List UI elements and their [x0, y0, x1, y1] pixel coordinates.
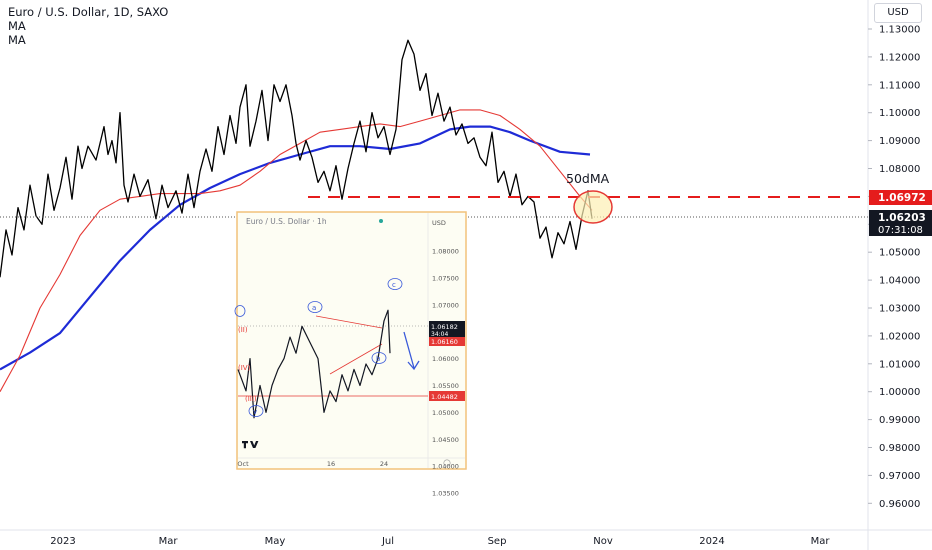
wave-circle-b — [371, 352, 387, 364]
level-price-tag: 1.06972 — [878, 192, 926, 204]
time-tick-label: May — [265, 536, 286, 547]
wave-label-b: b — [376, 355, 381, 363]
main-series-group — [0, 39, 593, 392]
wave-label-ii: (II) — [238, 326, 248, 334]
inset-triangle-upper — [315, 315, 383, 329]
price-line — [0, 39, 593, 278]
wave-label-iv: (IV) — [238, 364, 251, 372]
time-tick-label: Sep — [488, 536, 507, 547]
inset-label-low: 1.04482 — [431, 393, 458, 401]
inset-price-series — [237, 309, 391, 419]
price-axis[interactable]: 1.13000 1.12000 1.11000 1.10000 1.09000 1.080… — [868, 25, 920, 510]
wave-circle-v — [248, 405, 264, 417]
inset-label-current-bg — [429, 321, 465, 338]
price-tick-label: 0.98000 — [879, 443, 920, 454]
time-tick-label: 2023 — [50, 536, 75, 547]
inset-price-line — [237, 309, 391, 419]
price-tick-label: 1.11000 — [879, 80, 920, 91]
inset-x-axis: Oct 16 24 — [237, 460, 388, 468]
ma-annotation: 50dMA — [566, 171, 610, 186]
price-tick-label: 1.05000 — [879, 248, 920, 259]
chart-legend: Euro / U.S. Dollar, 1D, SAXO MA MA — [8, 5, 168, 47]
inset-label-current: 1.06182 — [431, 323, 458, 331]
tradingview-logo-icon — [242, 441, 259, 449]
wave-label-iii: (III) — [245, 395, 257, 403]
inset-price-tick-label: 1.05500 — [432, 382, 459, 390]
wave-label-v: v — [253, 408, 257, 416]
inset-price-tick-label: 1.04500 — [432, 436, 459, 444]
time-tick-label: Mar — [811, 536, 831, 547]
price-tick-label: 1.13000 — [879, 25, 920, 36]
last-price-tag: 1.06203 — [878, 212, 926, 224]
inset-settings-icon[interactable] — [443, 459, 451, 467]
inset-price-tick-label: 1.05000 — [432, 409, 459, 417]
wave-label-a: a — [312, 304, 316, 312]
inset-price-tick-label: 1.06000 — [432, 355, 459, 363]
inset-label-countdown: 34:04 — [431, 331, 448, 338]
price-tick-label: 1.10000 — [879, 108, 920, 119]
price-tick-label: 1.03000 — [879, 304, 920, 315]
inset-label-red-bg — [429, 337, 465, 346]
inset-price-tick-label: 1.07500 — [432, 274, 459, 282]
bar-countdown: 07:31:08 — [878, 225, 923, 236]
price-tick-label: 1.09000 — [879, 136, 920, 147]
inset-wave-labels: a b c (II) (IV) (III) v — [234, 278, 403, 417]
inset-price-labels: 1.06182 34:04 1.06160 1.04482 — [429, 321, 465, 401]
inset-forecast-arrow — [403, 331, 420, 371]
price-tick-label: 1.00000 — [879, 387, 920, 398]
price-tick-label: 0.99000 — [879, 415, 920, 426]
inset-time-tick-label: 16 — [327, 460, 335, 468]
price-tick-label: 1.08000 — [879, 164, 920, 175]
wave-circle-c — [387, 278, 403, 290]
inset-price-tick-label: 1.07000 — [432, 301, 459, 309]
inset-price-tick-label: 1.03500 — [432, 490, 459, 498]
inset-status-dot-icon — [379, 219, 383, 223]
time-tick-label: Mar — [159, 536, 179, 547]
inset-chart: Euro / U.S. Dollar · 1h USD 1.08000 1.075… — [234, 211, 467, 498]
inset-title: Euro / U.S. Dollar · 1h — [246, 217, 327, 226]
wave-label-c: c — [392, 281, 396, 289]
inset-label-red: 1.06160 — [431, 338, 458, 346]
inset-time-tick-label: Oct — [237, 460, 249, 468]
symbol-title[interactable]: Euro / U.S. Dollar, 1D, SAXO — [8, 5, 169, 19]
time-tick-label: Nov — [593, 536, 613, 547]
inset-price-tick-label: 1.08000 — [432, 248, 459, 256]
inset-label-low-bg — [429, 391, 465, 401]
price-tick-label: 0.96000 — [879, 499, 920, 510]
price-tick-label: 1.12000 — [879, 52, 920, 63]
currency-button[interactable]: USD — [874, 3, 922, 23]
indicator-ma-1[interactable]: MA — [8, 19, 26, 33]
wave-circle-left — [234, 305, 246, 317]
level-price-tag-bg — [869, 190, 932, 205]
price-tick-label: 0.97000 — [879, 471, 920, 482]
time-axis[interactable]: 2023 Mar May Jul Sep Nov 2024 Mar — [50, 536, 830, 547]
last-price-tag-bg — [869, 210, 932, 236]
ma-slow-line — [0, 125, 591, 371]
inset-price-tick-label: 1.04000 — [432, 463, 459, 471]
inset-currency: USD — [432, 219, 446, 227]
price-tick-label: 1.01000 — [879, 359, 920, 370]
highlight-circle — [573, 190, 613, 224]
inset-time-tick-label: 24 — [380, 460, 388, 468]
price-tick-label: 1.04000 — [879, 276, 920, 287]
time-tick-label: Jul — [381, 536, 394, 547]
inset-triangle-lower — [329, 343, 383, 375]
price-tick-label: 1.02000 — [879, 331, 920, 342]
indicator-ma-2[interactable]: MA — [8, 33, 26, 47]
wave-circle-a — [307, 301, 323, 313]
time-tick-label: 2024 — [699, 536, 724, 547]
ma-fast-line — [0, 109, 593, 392]
